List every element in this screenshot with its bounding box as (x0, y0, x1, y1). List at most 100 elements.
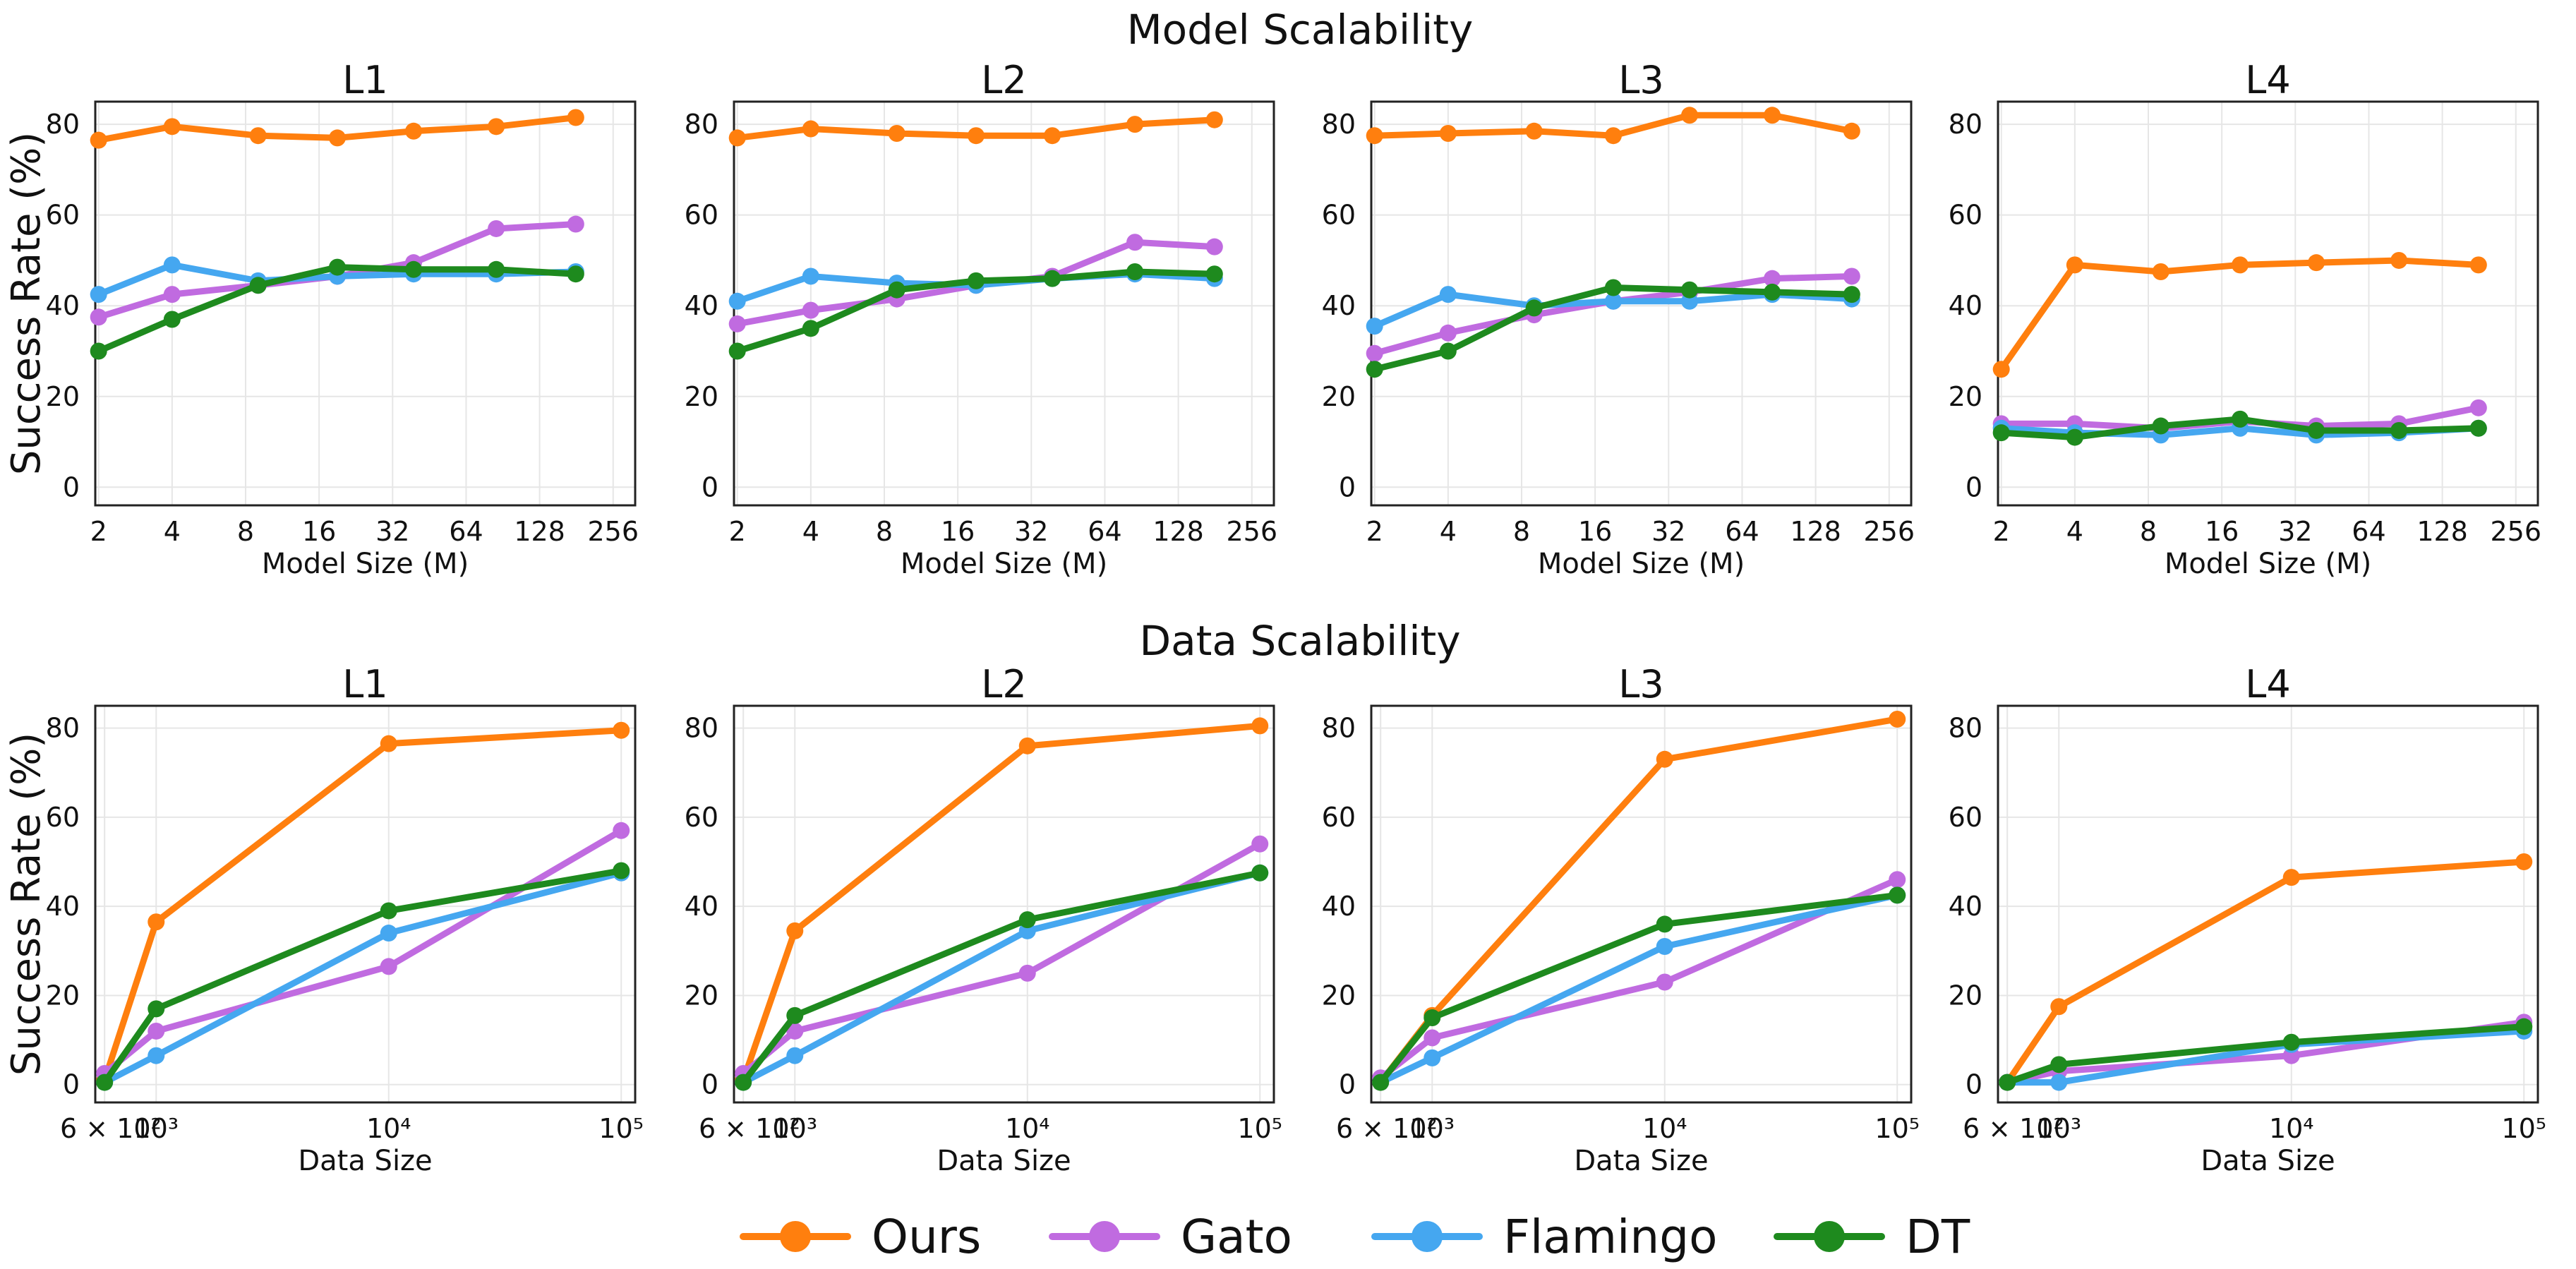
series-flamingo (96, 864, 630, 1091)
x-tick-label: 10⁴ (1005, 1113, 1050, 1144)
x-tick-label: 2 (729, 516, 746, 547)
x-tick-label: 32 (2278, 516, 2312, 547)
data-point-ours (728, 129, 746, 147)
series-line-flamingo (2004, 1028, 2527, 1086)
x-tick-label: 10³ (772, 1113, 817, 1144)
data-point-gato (802, 301, 819, 319)
legend: Ours Gato Flamingo DT (740, 1210, 1970, 1264)
legend-item-ours: Ours (740, 1210, 981, 1264)
x-tick-label: 128 (1790, 516, 1841, 547)
panel-title: L3 (1618, 58, 1663, 102)
series-line-dt (2004, 1023, 2527, 1086)
data-point-dt (1372, 1073, 1390, 1091)
y-tick-label: 60 (1322, 200, 1356, 231)
data-point-gato (567, 215, 584, 233)
data-point-flamingo (1424, 1049, 1441, 1066)
x-tick-label: 10⁴ (2269, 1113, 2314, 1144)
data-point-flamingo (1604, 292, 1622, 310)
gridlines (1998, 102, 2538, 505)
x-tick-label: 10³ (133, 1113, 179, 1144)
data-point-gato (786, 1022, 804, 1040)
data-point-ours (1843, 122, 1860, 140)
y-tick-label: 40 (46, 290, 80, 321)
data-point-dt (888, 281, 905, 299)
y-tick-label: 20 (1949, 381, 1982, 412)
series-dt (1992, 410, 2487, 446)
y-tick-label: 20 (1322, 980, 1356, 1011)
data-point-ours (1889, 710, 1906, 728)
data-point-gato (728, 315, 746, 332)
y-tick-label: 0 (63, 1069, 80, 1100)
y-tick-label: 40 (1949, 290, 1982, 321)
data-point-gato (1424, 1029, 1441, 1047)
data-point-ours (2515, 853, 2533, 871)
x-axis-label: Data Size (298, 1145, 432, 1177)
data-point-ours (2390, 251, 2408, 269)
data-point-gato (1366, 344, 1383, 362)
y-tick-label: 0 (1339, 1069, 1356, 1100)
data-point-dt (786, 1006, 804, 1024)
data-point-ours (1525, 122, 1543, 140)
data-point-dt (1018, 911, 1036, 929)
data-point-dt (1889, 886, 1906, 904)
x-tick-label: 16 (302, 516, 336, 547)
series-line-flamingo (1377, 891, 1901, 1086)
legend-item-flamingo: Flamingo (1371, 1210, 1717, 1264)
series-ours (96, 721, 630, 1089)
data-point-dt (613, 862, 630, 879)
gridlines (95, 102, 635, 505)
x-axis-label: Model Size (M) (2165, 548, 2371, 580)
x-tick-label: 16 (941, 516, 975, 547)
data-point-dt (1843, 286, 1860, 303)
data-point-ours (1126, 116, 1144, 133)
x-tick-label: 10⁴ (366, 1113, 411, 1144)
x-tick-label: 128 (514, 516, 565, 547)
data-point-flamingo (1656, 937, 1673, 955)
data-point-dt (802, 320, 819, 337)
y-tick-label: 60 (1949, 200, 1982, 231)
y-tick-label: 80 (1949, 713, 1982, 744)
x-tick-label: 10³ (1409, 1113, 1455, 1144)
x-tick-label: 32 (1651, 516, 1685, 547)
data-point-dt (1656, 915, 1673, 933)
data-point-dt (735, 1073, 752, 1091)
series-ours (728, 111, 1223, 147)
x-axis-label: Model Size (M) (1538, 548, 1745, 580)
data-point-dt (2515, 1018, 2533, 1035)
data-point-dt (148, 1000, 165, 1018)
chart-panel-model-l2: 0 20 40 60 80 2 4 8 16 32 64 128 256 L2 Model Size (M) (685, 58, 1277, 580)
data-point-ours (488, 118, 505, 136)
data-point-dt (2308, 421, 2325, 439)
y-tick-label: 60 (685, 200, 718, 231)
y-tick-label: 80 (46, 109, 80, 140)
y-tick-label: 20 (685, 980, 718, 1011)
data-point-ours (802, 120, 819, 138)
x-tick-label: 256 (587, 516, 639, 547)
series-line-ours (1377, 716, 1901, 1086)
y-tick-label: 40 (1322, 290, 1356, 321)
series-line-gato (1377, 876, 1901, 1081)
data-point-gato (1251, 835, 1269, 853)
data-point-dt (1424, 1009, 1441, 1027)
panel-title: L4 (2245, 662, 2290, 706)
data-point-gato (488, 219, 505, 237)
chart-panel-model-l4: 0 20 40 60 80 2 4 8 16 32 64 128 256 L4 Model Size (M) (1949, 58, 2541, 580)
data-point-ours (1366, 127, 1383, 145)
data-point-gato (380, 958, 397, 975)
y-tick-label: 0 (702, 1069, 718, 1100)
data-point-dt (90, 342, 107, 360)
data-point-ours (163, 118, 181, 136)
data-point-ours (380, 735, 397, 752)
data-point-gato (1843, 267, 1860, 285)
data-point-dt (2282, 1033, 2300, 1051)
y-tick-label: 20 (1322, 381, 1356, 412)
series-dt (735, 864, 1269, 1091)
series-ours (90, 109, 584, 149)
data-point-ours (90, 131, 107, 149)
data-point-flamingo (148, 1047, 165, 1064)
data-point-ours (2231, 256, 2249, 274)
x-tick-label: 64 (449, 516, 483, 547)
data-point-ours (967, 127, 985, 145)
panel-title: L2 (981, 662, 1026, 706)
